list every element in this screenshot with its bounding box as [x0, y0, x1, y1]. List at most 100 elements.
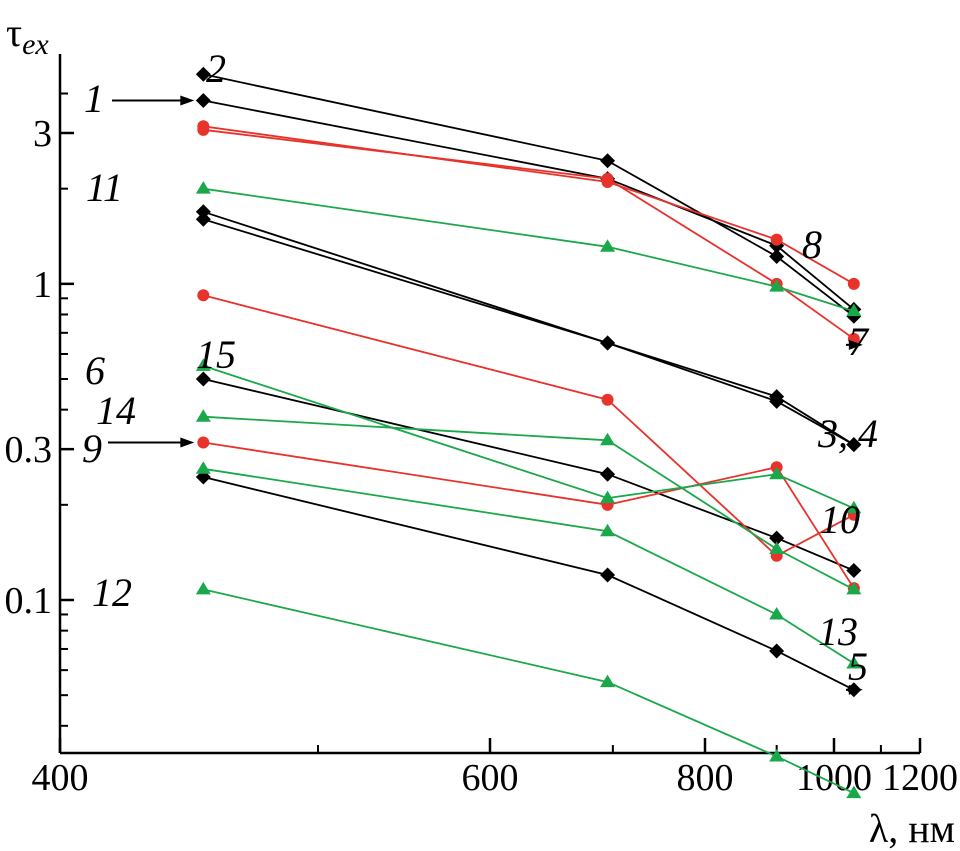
series-1-line [203, 99, 855, 311]
series-9 [197, 436, 860, 595]
series-14-line [203, 415, 855, 591]
series-label-14: 14 [96, 388, 136, 433]
series-6-line [203, 378, 855, 572]
series-label-10: 10 [820, 497, 860, 542]
data-point [769, 249, 785, 265]
series-4 [195, 211, 862, 453]
data-point [195, 358, 211, 371]
arrow-1-head [180, 95, 195, 106]
data-point [846, 655, 862, 669]
data-point [769, 606, 785, 620]
data-point [195, 66, 211, 82]
series-12-line [203, 588, 855, 794]
series-13 [195, 461, 862, 669]
y-tick-label: 0.1 [5, 580, 53, 622]
data-point [600, 153, 616, 169]
series-label-9: 9 [82, 426, 102, 471]
series-3-line [203, 210, 855, 446]
data-point [769, 466, 785, 480]
data-point [770, 233, 783, 246]
series-12 [195, 581, 862, 799]
series-label-13: 13 [818, 609, 858, 654]
data-point [195, 371, 211, 387]
data-point [197, 120, 210, 133]
arrow-9-head [180, 437, 195, 448]
data-point [600, 239, 616, 252]
data-point [769, 748, 785, 762]
series-10-line [203, 294, 855, 557]
arrow-5-head [848, 684, 863, 695]
series-label-7: 7 [848, 319, 870, 364]
data-point [600, 432, 616, 446]
data-point [846, 437, 862, 453]
axes [58, 54, 920, 755]
y-tick-label: 3 [33, 113, 52, 155]
data-point [600, 523, 616, 537]
data-point [197, 289, 210, 302]
series-label-15: 15 [196, 332, 236, 377]
series-15 [195, 358, 862, 514]
series-label-1: 1 [84, 76, 104, 121]
series-8-line [203, 125, 855, 285]
data-point [600, 466, 616, 482]
series-9-line [203, 441, 855, 589]
data-point [195, 461, 211, 474]
y-axis-title: τex [6, 10, 49, 61]
y-tick-label: 1 [33, 264, 52, 306]
series-label-3: 3, 4 [817, 411, 878, 456]
series-label-6: 6 [85, 348, 105, 393]
arrow-7-head [848, 339, 863, 350]
series-label-8: 8 [802, 222, 822, 267]
data-point [769, 389, 785, 405]
data-point [769, 530, 785, 546]
series-10 [197, 289, 860, 562]
series-15-line [203, 365, 855, 510]
x-tick-label: 600 [462, 757, 519, 799]
series-2 [195, 66, 862, 324]
data-point [846, 303, 862, 317]
data-point [847, 277, 860, 290]
data-point [600, 567, 616, 583]
y-tick-label: 0.3 [5, 429, 53, 471]
data-point [846, 785, 862, 799]
x-tick-label: 1200 [882, 757, 958, 799]
y-axis-title-subscript: ex [22, 28, 49, 61]
series-11 [195, 181, 862, 317]
data-point [600, 335, 616, 351]
data-point [195, 409, 211, 422]
series-11-line [203, 187, 855, 312]
data-point [195, 211, 211, 227]
data-point [195, 204, 211, 220]
series-7-line [203, 128, 855, 340]
data-point [600, 490, 616, 504]
series-group [195, 66, 862, 799]
x-axis-title: λ, нм [869, 806, 955, 851]
data-point [846, 500, 862, 514]
series-label-11: 11 [86, 165, 123, 210]
series-3 [195, 204, 862, 453]
data-point [601, 175, 614, 188]
data-point [769, 541, 785, 554]
series-4-line [203, 218, 855, 446]
series-5 [195, 469, 862, 698]
data-point [195, 581, 211, 595]
data-point [195, 93, 211, 109]
series-6 [195, 371, 862, 578]
series-label-12: 12 [92, 570, 132, 615]
x-tick-label: 1000 [796, 757, 872, 799]
data-point [769, 643, 785, 659]
series-5-line [203, 476, 855, 691]
data-point [846, 562, 862, 578]
data-point [769, 279, 785, 292]
data-point [197, 436, 210, 449]
data-point [846, 581, 862, 595]
series-label-5: 5 [848, 644, 868, 689]
series-label-2: 2 [206, 46, 226, 91]
data-point [600, 674, 616, 688]
x-tick-label: 800 [677, 757, 734, 799]
series-8 [197, 120, 860, 290]
series-14 [195, 409, 862, 595]
